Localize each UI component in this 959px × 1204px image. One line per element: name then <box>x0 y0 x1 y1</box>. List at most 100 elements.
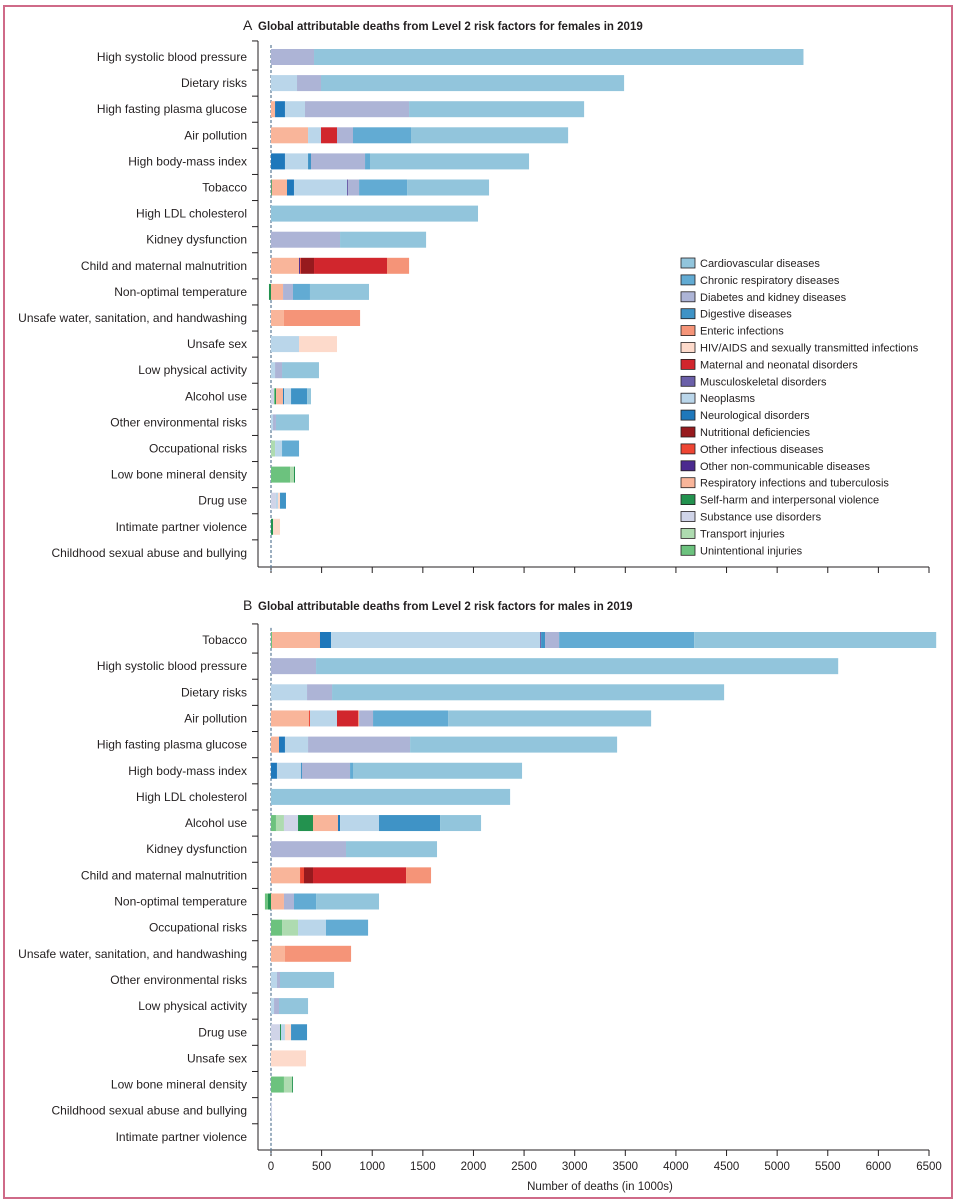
bar-segment-chronic-respiratory-diseases <box>559 632 695 648</box>
bar-segment-digestive-diseases <box>291 388 308 405</box>
bar-segment-neoplasms <box>284 101 306 118</box>
bar-segment-enteric-infections <box>387 257 410 274</box>
panel-letter: B <box>243 597 252 613</box>
bar-segment-neoplasms <box>271 414 274 431</box>
category-label: High LDL cholesterol <box>136 790 247 804</box>
bar-segment-cardiovascular-diseases <box>316 658 839 675</box>
bar-segment-nutritional-deficiencies <box>300 257 315 274</box>
bar-segment-neurological-disorders <box>283 388 285 405</box>
bar-segment-neoplasms <box>331 632 541 648</box>
legend-label: Nutritional deficiencies <box>700 427 811 439</box>
bar-segment-cardiovascular-diseases <box>309 283 369 300</box>
bar-segment-cardiovascular-diseases <box>316 893 380 910</box>
bar-segment-unintentional-injuries <box>271 632 273 648</box>
bar-segment-cardiovascular-diseases <box>275 414 309 431</box>
category-label: Unsafe sex <box>187 337 247 351</box>
bar-segment-diabetes-and-kidney-diseases <box>276 971 281 988</box>
bar-segment-neoplasms <box>281 1024 285 1041</box>
category-label: Dietary risks <box>181 685 247 699</box>
bar-segment-digestive-diseases <box>541 632 546 648</box>
bar-segment-diabetes-and-kidney-diseases <box>273 414 276 431</box>
legend-swatch <box>680 274 696 286</box>
bar-segment-respiratory-infections-and-tuberculosis <box>271 945 285 962</box>
category-label: Low physical activity <box>138 999 247 1013</box>
bar-segment-chronic-respiratory-diseases <box>373 710 449 727</box>
legend-label: Cardiovascular diseases <box>700 258 820 270</box>
bar-segment-enteric-infections <box>283 310 361 326</box>
legend-label: Substance use disorders <box>700 512 822 524</box>
legend-label: Other infectious diseases <box>700 444 824 456</box>
bar-segment-respiratory-infections-and-tuberculosis <box>271 867 301 884</box>
bar-segment-self-harm-and-interpersonal-violence <box>280 1024 282 1041</box>
bar-segment-nutritional-deficiencies <box>304 867 314 884</box>
bar-segment-diabetes-and-kidney-diseases <box>348 179 360 196</box>
x-axis-title: Number of deaths (in 1000s) <box>527 1181 673 1193</box>
bar-segment-cardiovascular-diseases <box>282 362 319 379</box>
bar-segment-self-harm-and-interpersonal-violence <box>298 815 314 832</box>
category-label: Other environmental risks <box>110 973 247 987</box>
bar-segment-diabetes-and-kidney-diseases <box>275 362 283 379</box>
category-label: Low bone mineral density <box>111 1078 247 1092</box>
bar-segment-hiv-aids-and-sexually-transmitted-infections <box>273 518 281 535</box>
category-label: Dietary risks <box>181 76 247 90</box>
bar-segment-cardiovascular-diseases <box>271 788 511 805</box>
x-tick-label: 1000 <box>359 1161 385 1173</box>
bar-segment-digestive-diseases <box>280 492 286 509</box>
legend-swatch <box>680 460 696 472</box>
category-label: High body-mass index <box>128 764 247 778</box>
bar-segment-respiratory-infections-and-tuberculosis <box>271 101 276 118</box>
category-label: Low physical activity <box>138 363 247 377</box>
bar-segment-neoplasms <box>284 736 309 753</box>
legend-swatch <box>680 325 696 337</box>
bar-segment-diabetes-and-kidney-diseases <box>545 632 560 648</box>
x-tick-label: 4000 <box>663 1161 689 1173</box>
legend-label: Respiratory infections and tuberculosis <box>700 478 889 490</box>
bar-segment-chronic-respiratory-diseases <box>365 153 371 170</box>
legend-swatch <box>680 426 696 438</box>
category-label: Child and maternal malnutrition <box>81 259 247 273</box>
bar-segment-diabetes-and-kidney-diseases <box>274 998 279 1015</box>
bar-segment-diabetes-and-kidney-diseases <box>283 283 293 300</box>
bar-segment-enteric-infections <box>358 710 360 727</box>
legend-swatch <box>680 477 696 489</box>
bar-segment-transport-injuries <box>275 815 284 832</box>
category-label: Unsafe sex <box>187 1051 247 1065</box>
bar-segment-cardiovascular-diseases <box>280 971 335 988</box>
bar-segment-neoplasms <box>340 815 380 832</box>
bar-segment-hiv-aids-and-sexually-transmitted-infections <box>299 336 338 353</box>
bar-segment-chronic-respiratory-diseases <box>292 283 310 300</box>
bar-segment-unintentional-injuries <box>264 893 268 910</box>
legend-label: Musculoskeletal disorders <box>700 376 827 388</box>
bar-segment-cardiovascular-diseases <box>410 736 618 753</box>
bar-segment-neurological-disorders <box>319 632 332 648</box>
legend-label: Neoplasms <box>700 393 756 405</box>
category-label: Child and maternal malnutrition <box>81 868 247 882</box>
legend-swatch <box>680 257 696 269</box>
legend-swatch <box>680 544 696 556</box>
bar-segment-neoplasms <box>271 75 298 92</box>
bar-segment-neoplasms <box>275 492 278 509</box>
bar-segment-chronic-respiratory-diseases <box>293 893 317 910</box>
category-label: Childhood sexual abuse and bullying <box>52 1104 247 1118</box>
bar-segment-unintentional-injuries <box>271 466 291 483</box>
bar-segment-diabetes-and-kidney-diseases <box>308 736 411 753</box>
bar-segment-neurological-disorders <box>271 762 277 779</box>
legend-swatch <box>680 375 696 387</box>
bar-segment-diabetes-and-kidney-diseases <box>307 684 333 701</box>
bar-segment-substance-use-disorders <box>283 815 299 832</box>
category-label: Alcohol use <box>185 389 247 403</box>
bar-segment-maternal-and-neonatal-disorders <box>337 710 359 727</box>
bar-segment-self-harm-and-interpersonal-violence <box>267 893 271 910</box>
x-tick-label: 2500 <box>511 1161 537 1173</box>
x-tick-label: 3000 <box>562 1161 588 1173</box>
legend-label: Digestive diseases <box>700 309 792 321</box>
bar-segment-substance-use-disorders <box>271 1102 273 1119</box>
category-label: Drug use <box>198 494 247 508</box>
category-label: High systolic blood pressure <box>97 50 247 64</box>
legend-label: Diabetes and kidney diseases <box>700 292 847 304</box>
bar-segment-neoplasms <box>271 362 276 379</box>
bar-segment-cardiovascular-diseases <box>346 841 438 858</box>
bar-segment-respiratory-infections-and-tuberculosis <box>271 710 309 727</box>
x-tick-label: 5500 <box>815 1161 841 1173</box>
bar-segment-neoplasms <box>271 336 300 353</box>
